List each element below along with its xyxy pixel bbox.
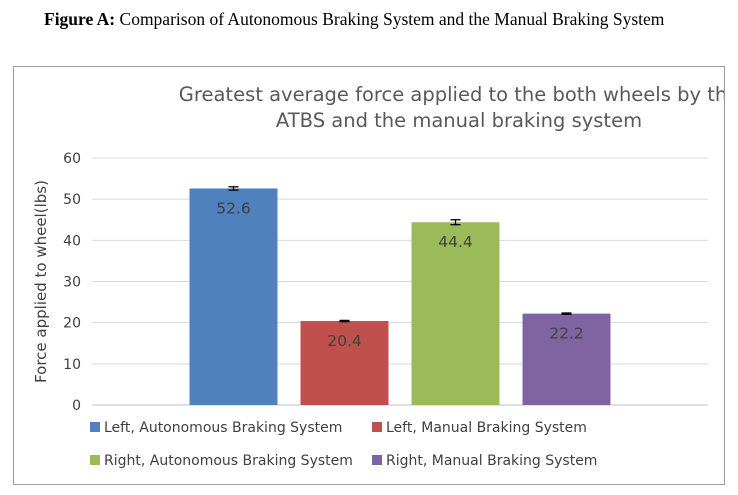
y-tick-label: 50: [63, 192, 81, 208]
y-tick-label: 20: [63, 316, 81, 332]
data-label: 22.2: [549, 325, 584, 343]
figure-caption: Figure A: Comparison of Autonomous Braki…: [44, 8, 724, 31]
legend-swatch: [90, 422, 100, 432]
data-label: 52.6: [216, 199, 251, 217]
legend-label: Right, Autonomous Braking System: [104, 453, 353, 469]
legend-label: Left, Autonomous Braking System: [104, 420, 342, 436]
y-tick-label: 40: [63, 233, 81, 249]
legend-label: Right, Manual Braking System: [386, 453, 597, 469]
legend-label: Left, Manual Braking System: [386, 420, 587, 436]
bar: [189, 188, 278, 405]
y-tick-label: 0: [72, 398, 81, 414]
y-axis-title: Force applied to wheel(lbs): [32, 180, 50, 383]
chart-title-line: ATBS and the manual braking system: [276, 109, 642, 132]
legend-swatch: [372, 422, 382, 432]
y-tick-label: 10: [63, 357, 81, 373]
figure-caption-text: Comparison of Autonomous Braking System …: [115, 9, 665, 29]
bar: [522, 313, 611, 405]
bar: [300, 321, 389, 405]
data-label: 44.4: [438, 233, 473, 251]
y-tick-label: 30: [63, 275, 81, 291]
figure-label: Figure A:: [44, 9, 116, 29]
legend-swatch: [90, 455, 100, 465]
chart-frame: Greatest average force applied to the bo…: [13, 66, 725, 485]
y-tick-label: 60: [63, 151, 81, 167]
bar-chart: Greatest average force applied to the bo…: [32, 83, 724, 469]
data-label: 20.4: [327, 332, 362, 350]
bar: [411, 222, 500, 405]
legend-swatch: [372, 455, 382, 465]
chart-title-line: Greatest average force applied to the bo…: [179, 83, 724, 106]
